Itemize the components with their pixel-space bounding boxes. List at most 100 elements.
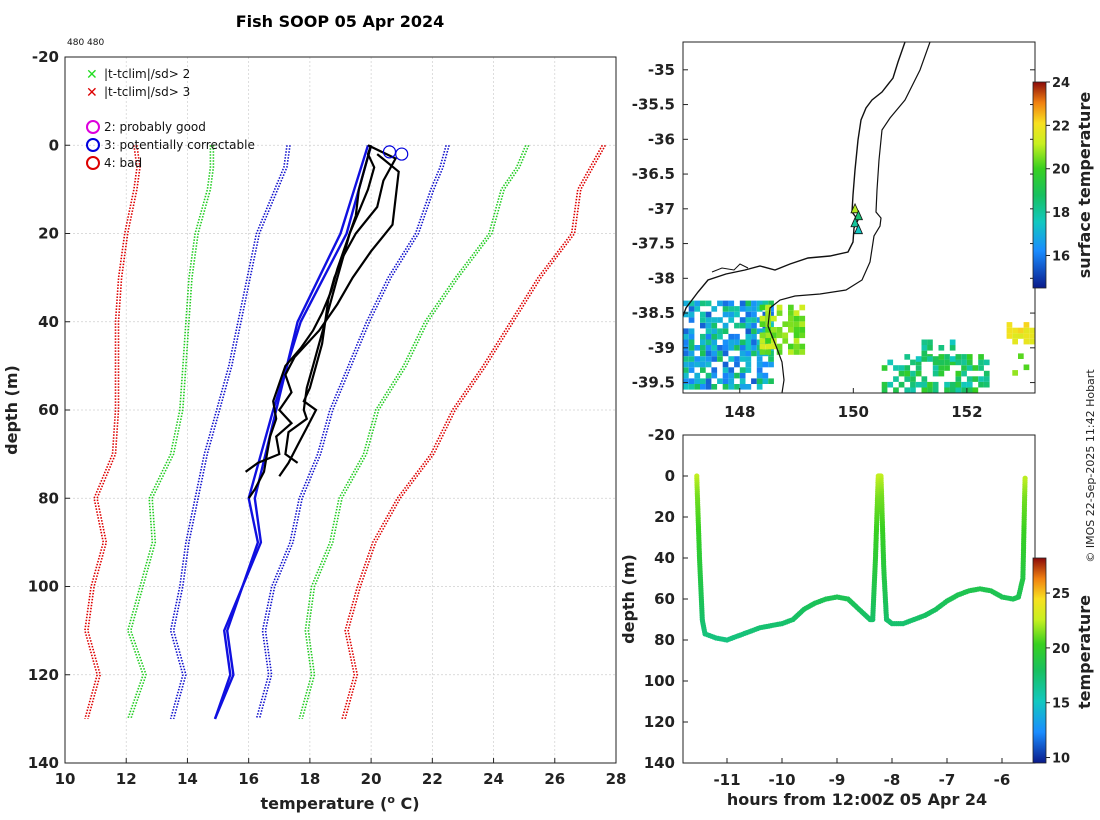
temperature-colorbar: 10 15 20 25 temperature [1032,557,1094,767]
sst-pixel [776,332,783,339]
profile-panel: 10 12 14 16 18 20 22 24 26 28 -20 0 20 40 60 80 100 120 14… [2,48,626,813]
sst-pixel [966,376,973,382]
sst-pixel [745,311,752,318]
ts-x-tick-label: -8 [884,771,901,789]
sst-pixel [722,372,729,379]
black-profile-line [278,144,398,477]
sst-pixel [793,332,800,339]
blue-circle-icon [86,138,100,152]
ts-y-tick-label: 100 [644,672,675,690]
sst-pixel [711,306,718,312]
legend-qc-2-label: 2: probably good [104,120,206,134]
profile-ticks: 10 12 14 16 18 20 22 24 26 28 -20 0 20 40 60 80 100 120 14… [28,48,627,788]
sst-pixel [751,300,757,307]
sst-pixel [688,306,695,312]
sst-pixel [700,300,706,307]
x-tick-label: 14 [177,770,198,788]
qc-markers [382,145,409,161]
map-x-tick-label: 152 [951,403,982,421]
sst-pixel [705,333,712,340]
sst-pixel [694,372,701,379]
sst-pixel [961,370,967,377]
sst-pixel [705,356,712,362]
sst-pixel [961,365,967,371]
sst-pixel [688,339,695,346]
sst-pixel [711,339,718,346]
track-marker [853,209,864,221]
sst-pixel [722,300,729,307]
blue-profile-line [213,144,370,720]
sst-pixel [904,370,911,377]
sst-pixel [978,376,984,382]
sst-pixel [759,343,766,350]
sst-colorbar-tick-label: 22 [1052,119,1070,134]
sst-pixel [745,333,752,340]
temperature-colorbar-tick-label: 10 [1052,752,1070,767]
sst-pixel [788,304,794,311]
sst-colorbar: 16 18 20 22 24 surface temperature [1032,76,1094,289]
profile-y-axis-label: depth (m) [2,365,21,455]
sst-pixel [739,339,746,346]
credit-text: © IMOS 22-Sep-2025 11:42 Hobart [1084,369,1097,563]
sst-pixel [739,306,746,312]
sst-pixel [776,327,783,333]
timeseries-y-axis-label: depth (m) [619,554,638,644]
sst-pixel [756,300,763,307]
sst-pixel [893,376,899,382]
timeseries-x-axis-label: hours from 12:00Z 05 Apr 24 [727,790,987,809]
sst-pixel [782,332,789,339]
sst-pixel [694,306,701,312]
sst-pixel [955,387,962,393]
sst-pixel [728,333,735,340]
y-tick-label: 80 [38,489,59,507]
sst-pixel [949,356,956,362]
sst-pixel [711,356,718,362]
sst-pixel [768,300,774,307]
sst-pixel [711,384,718,390]
sst-pixel [700,356,706,362]
sst-pixel [927,381,933,388]
y-tick-label: 20 [38,225,59,243]
qc-marker [382,145,397,159]
map-y-tick-label: -38.5 [632,304,675,322]
sst-pixel [717,328,723,334]
sst-pixel [765,315,771,322]
sst-pixel [751,322,757,329]
sst-pixel [711,372,718,379]
sst-pixel [722,311,729,318]
profile-plot-area [65,57,616,763]
legend-flag-3sd: ✕ |t-tclim|/sd> 3 [86,85,190,101]
sst-pixel [694,378,701,384]
sst-pixel [756,378,763,384]
sst-pixel [711,317,718,323]
sst-pixel [932,356,939,362]
sst-pixel [739,384,746,390]
sst-pixel [1006,327,1013,334]
sst-pixel [776,349,783,355]
sst-pixel [683,367,689,373]
sst-pixel [728,367,735,373]
legend-flag-2sd-label: |t-tclim|/sd> 2 [104,67,190,81]
sst-pixel [745,367,752,373]
sst-pixel [921,345,928,351]
sst-pixel [1012,333,1018,339]
sst-pixel [756,367,763,373]
sst-pixel [944,381,950,388]
sst-pixel [745,356,752,362]
sst-pixel [915,370,922,377]
temperature-colorbar-tick-label: 25 [1052,587,1070,602]
sst-pixel [887,359,894,366]
sst-pixel [932,381,939,388]
sst-pixel [793,321,800,327]
sst-pixel [893,365,899,371]
sst-pixel [700,317,706,323]
sst-pixel [776,304,783,311]
sst-pixel [745,300,752,307]
sst-pixel [983,359,990,366]
sst-pixel [881,381,888,388]
sst-pixel [881,365,888,371]
sst-pixel [799,321,806,327]
sst-pixel [739,378,746,384]
x-tick-label: 22 [422,770,443,788]
sst-pixel [978,365,984,371]
